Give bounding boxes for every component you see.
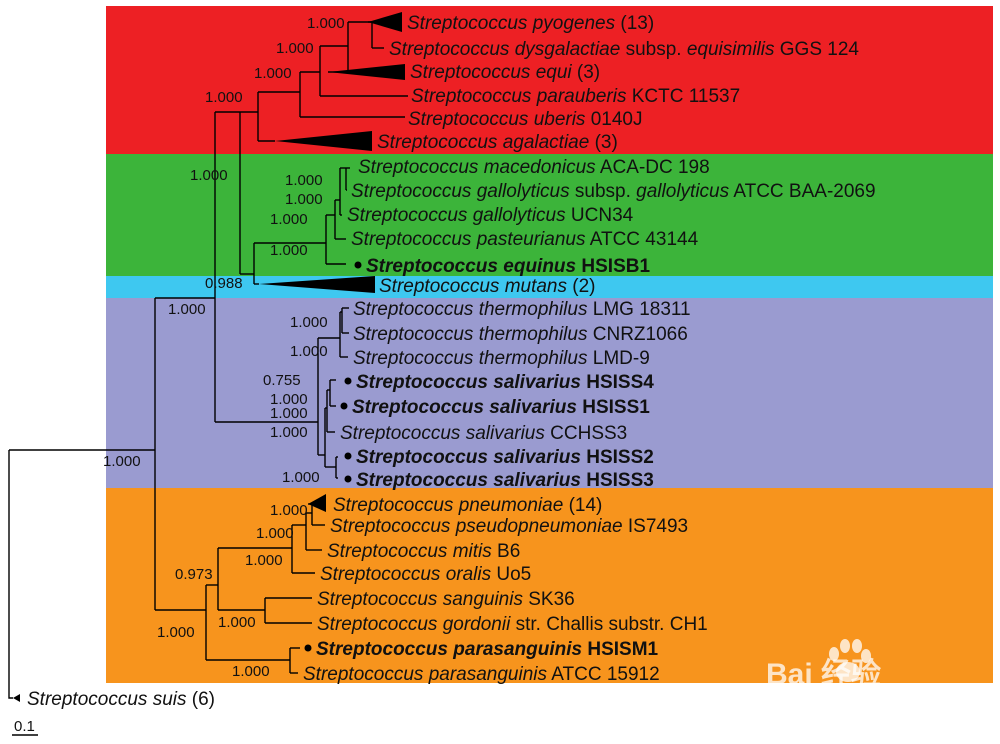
isolate-marker-hsiss4 xyxy=(344,377,352,385)
taxon-label: Streptococcus mitis B6 xyxy=(327,541,520,562)
collapsed-clade-pneumoniae xyxy=(308,494,326,512)
support-value: 1.000 xyxy=(245,552,283,569)
taxon-label-isolate: Streptococcus salivarius HSISS4 xyxy=(356,372,654,393)
support-value: 1.000 xyxy=(256,525,294,542)
taxon-label: Streptococcus salivarius CCHSS3 xyxy=(340,423,627,444)
support-value: 1.000 xyxy=(168,301,206,318)
taxon-label: Streptococcus pasteurianus ATCC 43144 xyxy=(351,229,699,250)
support-value: 1.000 xyxy=(290,343,328,360)
support-value: 1.000 xyxy=(157,624,195,641)
taxon-label: Streptococcus thermophilus LMG 18311 xyxy=(353,299,691,320)
taxon-label-outgroup: Streptococcus suis (6) xyxy=(27,689,215,710)
collapsed-clade-agalactiae xyxy=(275,131,372,151)
taxon-label: Streptococcus dysgalactiae subsp. equisi… xyxy=(389,39,859,60)
taxon-label-isolate: Streptococcus equinus HSISB1 xyxy=(366,256,650,277)
collapsed-clade-equi xyxy=(328,64,405,80)
taxon-label: Streptococcus macedonicus ACA-DC 198 xyxy=(358,157,710,178)
isolate-marker-hsism1 xyxy=(304,644,312,652)
taxon-label: Streptococcus pseudopneumoniae IS7493 xyxy=(330,516,688,537)
collapsed-clade-suis xyxy=(13,694,20,702)
support-value: 1.000 xyxy=(285,172,323,189)
support-value: 0.973 xyxy=(175,566,213,583)
support-values: 1.000 1.000 1.000 1.000 1.000 1.000 1.00… xyxy=(103,15,345,680)
taxon-label: Streptococcus pyogenes (13) xyxy=(407,13,654,34)
taxon-label-isolate: Streptococcus salivarius HSISS2 xyxy=(356,447,654,468)
taxon-label: Streptococcus gallolyticus subsp. gallol… xyxy=(351,181,876,202)
support-value: 1.000 xyxy=(103,453,141,470)
taxon-label: Streptococcus oralis Uo5 xyxy=(320,564,531,585)
taxon-label-isolate: Streptococcus salivarius HSISS1 xyxy=(352,397,650,418)
support-value: 1.000 xyxy=(232,663,270,680)
support-value: 1.000 xyxy=(218,614,256,631)
taxon-label: Streptococcus thermophilus LMD-9 xyxy=(353,348,650,369)
support-value: 1.000 xyxy=(290,314,328,331)
taxon-label-isolate: Streptococcus salivarius HSISS3 xyxy=(356,470,654,491)
taxon-label: Streptococcus parasanguinis ATCC 15912 xyxy=(303,664,660,685)
isolate-markers xyxy=(304,261,362,652)
taxon-label: Streptococcus gallolyticus UCN34 xyxy=(347,205,634,226)
taxon-label: Streptococcus sanguinis SK36 xyxy=(317,589,575,610)
support-value: 1.000 xyxy=(270,424,308,441)
support-value: 1.000 xyxy=(270,502,308,519)
taxon-label: Streptococcus mutans (2) xyxy=(379,276,596,297)
taxon-label: Streptococcus equi (3) xyxy=(410,62,600,83)
taxon-label-isolate: Streptococcus parasanguinis HSISM1 xyxy=(316,639,659,660)
support-value: 1.000 xyxy=(276,40,314,57)
isolate-marker-hsisb1 xyxy=(354,261,362,269)
taxon-label: Streptococcus gordonii str. Challis subs… xyxy=(317,614,708,635)
taxon-label: Streptococcus agalactiae (3) xyxy=(377,132,618,153)
collapsed-clade-pyogenes xyxy=(368,12,402,32)
taxon-label: Streptococcus parauberis KCTC 11537 xyxy=(411,86,740,107)
isolate-marker-hsiss1 xyxy=(340,402,348,410)
taxon-label: Streptococcus pneumoniae (14) xyxy=(333,495,602,516)
scale-bar-label: 0.1 xyxy=(14,718,35,735)
support-value: 1.000 xyxy=(270,391,308,408)
taxon-label: Streptococcus thermophilus CNRZ1066 xyxy=(353,324,688,345)
clade-band-pyogenic xyxy=(106,6,993,154)
paw-icon xyxy=(829,639,871,682)
tree-branches xyxy=(8,21,408,699)
isolate-marker-hsiss2 xyxy=(344,452,352,460)
support-value: 1.000 xyxy=(190,167,228,184)
taxon-label: Streptococcus uberis 0140J xyxy=(408,109,643,130)
taxon-labels: Streptococcus pyogenes (13) Streptococcu… xyxy=(27,13,876,710)
support-value: 1.000 xyxy=(270,242,308,259)
collapsed-clades xyxy=(13,12,405,702)
collapsed-clade-mutans xyxy=(259,276,375,293)
isolate-marker-hsiss3 xyxy=(344,475,352,483)
baidu-watermark: Bai 经验 jingyan.baidu.com xyxy=(766,639,919,721)
support-value: 1.000 xyxy=(205,89,243,106)
watermark-logo-text: Bai 经验 xyxy=(766,657,881,691)
scale-bar: 0.1 xyxy=(12,718,38,736)
support-value: 1.000 xyxy=(254,65,292,82)
support-value: 1.000 xyxy=(282,469,320,486)
clade-band-salivarius xyxy=(106,298,993,488)
support-value: 1.000 xyxy=(307,15,345,32)
support-value: 1.000 xyxy=(285,191,323,208)
support-value: 0.755 xyxy=(263,372,301,389)
support-value: 1.000 xyxy=(270,211,308,228)
support-value: 1.000 xyxy=(270,405,308,422)
watermark-url: jingyan.baidu.com xyxy=(789,704,919,721)
support-value: 0.988 xyxy=(205,275,243,292)
